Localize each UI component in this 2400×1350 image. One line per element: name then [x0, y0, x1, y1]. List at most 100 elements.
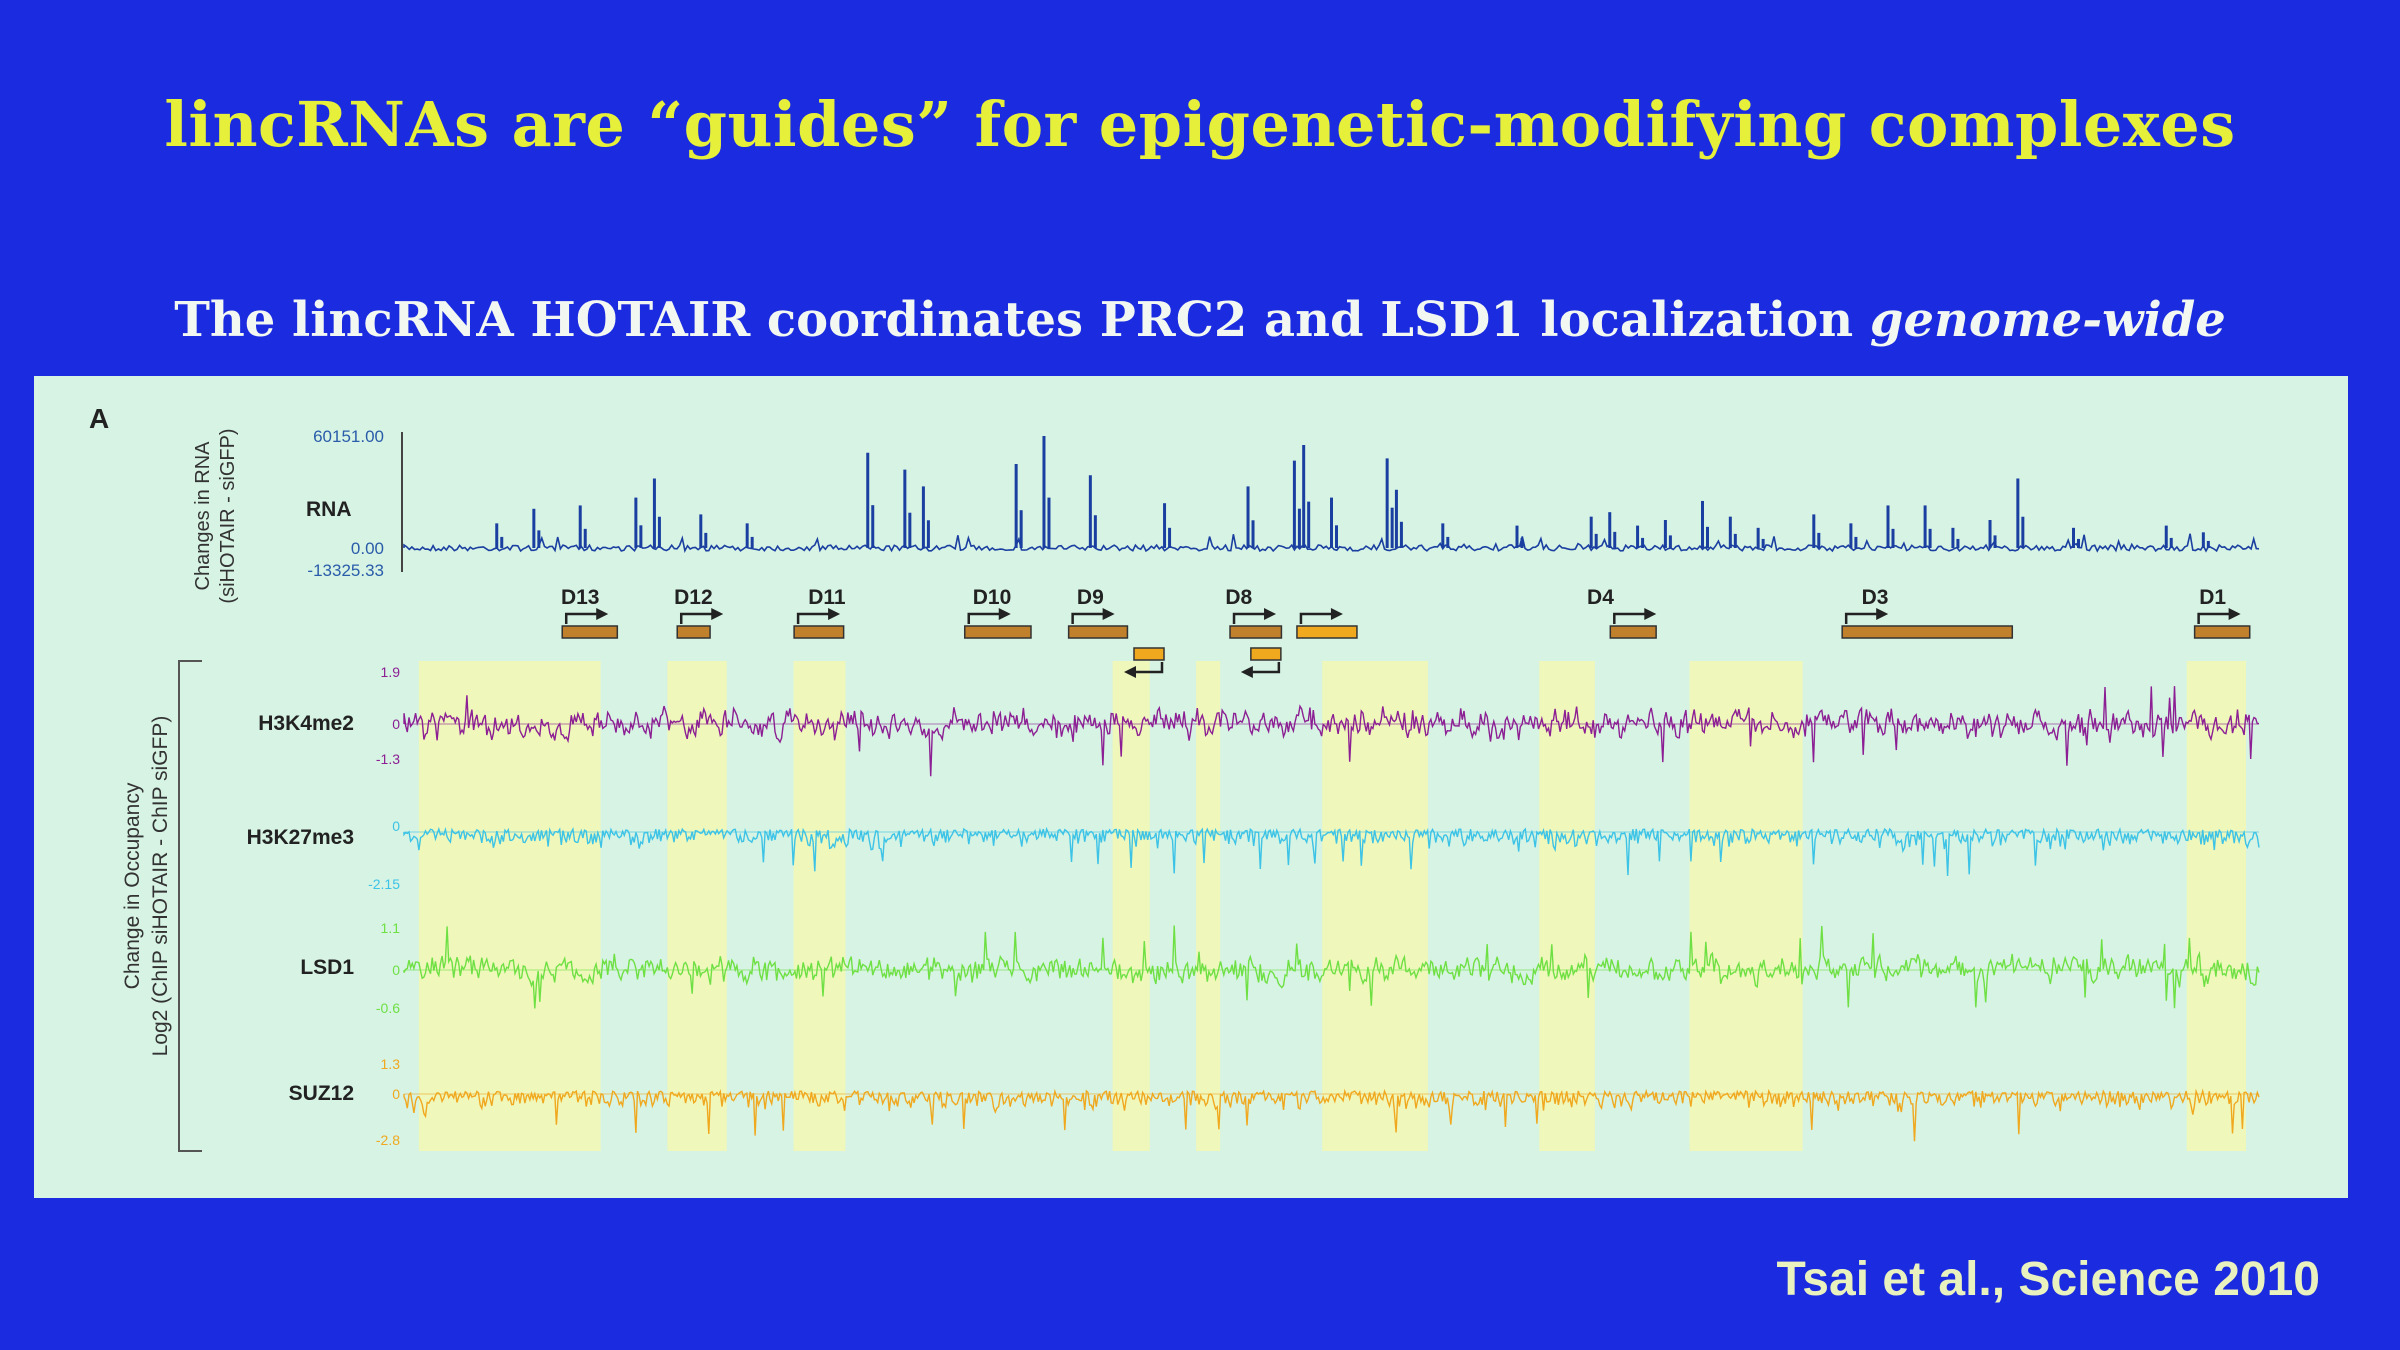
suz12-tick-2: -2.8	[376, 1132, 400, 1148]
tss-arrowhead	[1264, 608, 1277, 620]
gene-label: D9	[1077, 586, 1104, 609]
tss-arrow-line	[1299, 612, 1333, 624]
rna-tick-0: 60151.00	[313, 427, 384, 446]
tss-arrow-line	[1250, 662, 1281, 674]
tss-arrowhead	[998, 608, 1011, 620]
highlight-region-1	[418, 661, 601, 1151]
lsd1-tick-0: 1.1	[381, 920, 401, 936]
tss-arrowhead	[1876, 608, 1889, 620]
rna-axis-title-1: Changes in RNA	[192, 441, 214, 591]
highlight-region-6	[1322, 661, 1428, 1151]
gene-box	[1133, 647, 1165, 661]
gene-box	[964, 625, 1032, 639]
track-rna: 60151.00 0.00 -13325.33 RNA	[306, 427, 2260, 580]
gene-box	[1296, 625, 1358, 639]
tss-arrow-line	[1613, 612, 1647, 624]
gene-box	[1229, 625, 1283, 639]
h3k27me3-tick-1: -2.15	[368, 876, 400, 892]
gene-box	[676, 625, 711, 639]
suz12-tick-0: 1.3	[381, 1056, 401, 1072]
gene-d3: D3	[1841, 586, 2014, 639]
tss-arrow-line	[1134, 662, 1164, 674]
slide-title: lincRNAs are “guides” for epigenetic-mod…	[164, 88, 2236, 161]
subtitle-main: The lincRNA HOTAIR coordinates PRC2 and …	[174, 292, 1870, 348]
reverse-gene-1	[1124, 647, 1165, 678]
h3k4me2-tick-1: 0	[392, 716, 400, 732]
lsd1-tick-2: -0.6	[376, 1000, 400, 1016]
reverse-gene-2	[1240, 647, 1282, 678]
h3k4me2-tick-0: 1.9	[381, 664, 401, 680]
gene-box	[2193, 625, 2251, 639]
lsd1-tick-1: 0	[392, 962, 400, 978]
tss-arrow-line	[1232, 612, 1267, 624]
gene-box	[793, 625, 845, 639]
tss-arrowhead	[1102, 608, 1115, 620]
gene-label: D12	[674, 586, 713, 609]
gene-d13: D13	[561, 586, 619, 639]
h3k27me3-tick-0: 0	[392, 818, 400, 834]
gene-d10: D10	[964, 586, 1032, 639]
gene-label: D11	[808, 586, 846, 609]
citation: Tsai et al., Science 2010	[1776, 1253, 2320, 1306]
gene-label: D1	[2199, 586, 2226, 609]
gene-forward-orange	[1296, 608, 1358, 639]
gene-d9: D9	[1067, 586, 1129, 639]
gene-box	[1841, 625, 2014, 639]
occupancy-axis-title-2: Log2 (ChIP siHOTAIR - ChIP siGFP)	[149, 716, 172, 1057]
track-lsd1: LSD1 1.1 0 -0.6	[300, 920, 2260, 1016]
tss-arrow-line	[1844, 612, 1879, 624]
tss-arrowhead	[711, 608, 724, 620]
genome-track-figure: A Changes in RNA (siHOTAIR - siGFP) Chan…	[89, 403, 2260, 1152]
figure-panel: A Changes in RNA (siHOTAIR - siGFP) Chan…	[34, 376, 2348, 1198]
highlight-region-9	[2186, 661, 2247, 1151]
tss-arrowhead	[2228, 608, 2241, 620]
gene-label: D4	[1587, 586, 1614, 609]
gene-d8: D8	[1225, 586, 1283, 639]
gene-d11: D11	[793, 586, 846, 639]
tss-arrow-line	[2197, 612, 2231, 624]
highlight-region-2	[667, 661, 727, 1151]
h3k4me2-label: H3K4me2	[258, 712, 354, 735]
gene-d4: D4	[1587, 586, 1657, 639]
highlight-region-3	[793, 661, 846, 1151]
highlight-regions	[418, 661, 2247, 1151]
h3k4me2-signal	[403, 686, 2260, 777]
gene-box	[1067, 625, 1129, 639]
gene-label: D13	[561, 586, 600, 609]
slide-subtitle: The lincRNA HOTAIR coordinates PRC2 and …	[0, 292, 2400, 348]
rna-tick-2: -13325.33	[307, 561, 384, 580]
tss-arrowhead	[1330, 608, 1343, 620]
suz12-tick-1: 0	[392, 1086, 400, 1102]
tss-arrow-line	[796, 612, 831, 624]
track-h3k4me2: H3K4me2 1.9 0 -1.3	[258, 664, 2260, 777]
gene-box	[561, 625, 619, 639]
highlight-region-4	[1112, 661, 1150, 1151]
panel-label: A	[89, 403, 109, 434]
occupancy-bracket	[178, 660, 202, 1152]
gene-box	[1609, 625, 1657, 639]
gene-d12: D12	[674, 586, 724, 639]
tss-arrow-line	[967, 612, 1001, 624]
tss-arrow-line	[679, 612, 714, 624]
tss-arrowhead	[828, 608, 841, 620]
lsd1-label: LSD1	[300, 956, 354, 979]
subtitle-italic: genome-wide	[1869, 292, 2226, 348]
highlight-region-8	[1689, 661, 1803, 1151]
tss-arrowhead	[1240, 666, 1253, 678]
h3k27me3-label: H3K27me3	[247, 826, 354, 849]
gene-label: D8	[1225, 586, 1252, 609]
gene-box	[1250, 647, 1282, 661]
rna-tick-1: 0.00	[351, 539, 384, 558]
suz12-label: SUZ12	[289, 1082, 354, 1105]
tss-arrowhead	[596, 608, 609, 620]
tss-arrowhead	[1644, 608, 1657, 620]
track-suz12: SUZ12 1.3 0 -2.8	[289, 1056, 2260, 1148]
gene-label: D3	[1862, 586, 1889, 609]
h3k4me2-tick-2: -1.3	[376, 751, 400, 767]
tss-arrow-line	[1071, 612, 1105, 624]
tss-arrowhead	[1124, 666, 1136, 678]
rna-axis-title-2: (siHOTAIR - siGFP)	[217, 428, 239, 603]
highlight-region-5	[1196, 661, 1221, 1151]
track-h3k27me3: H3K27me3 0 -2.15	[247, 818, 2260, 892]
rna-label: RNA	[306, 498, 352, 521]
